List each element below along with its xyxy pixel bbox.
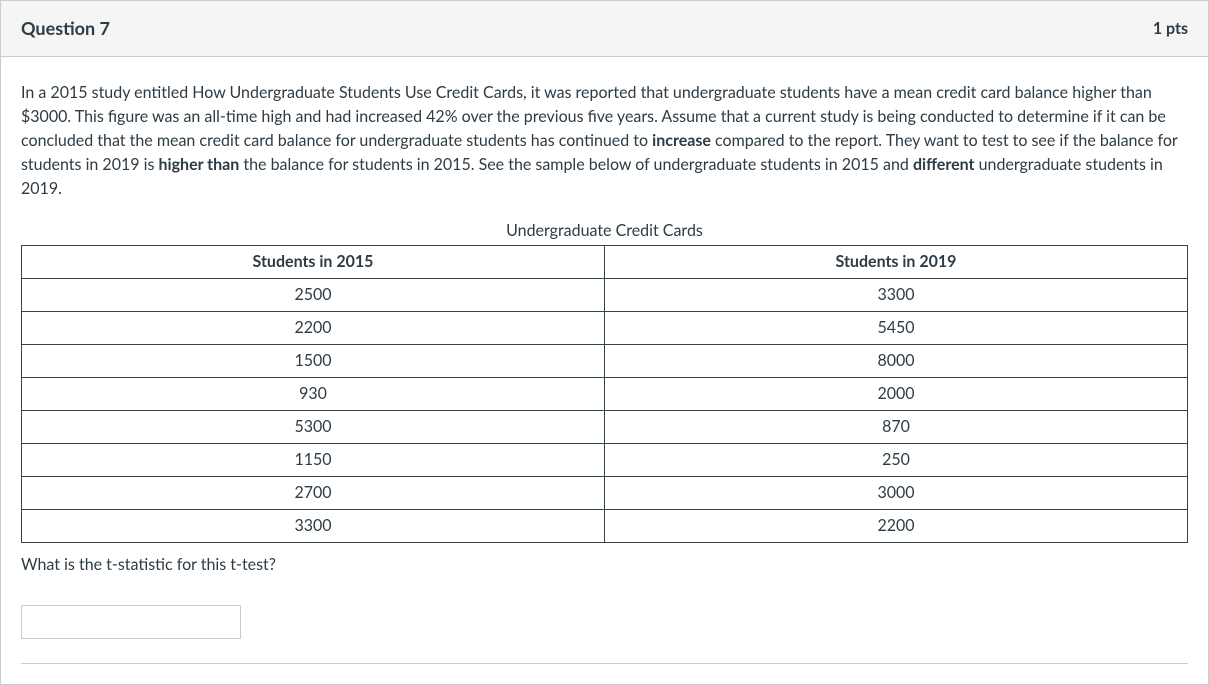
table-cell: 1500 (22, 345, 605, 378)
table-cell: 3300 (605, 279, 1188, 312)
table-row: 930 2000 (22, 378, 1188, 411)
table-row: 1150 250 (22, 444, 1188, 477)
table-row: 2700 3000 (22, 477, 1188, 510)
followup-question: What is the t-statistic for this t-test? (21, 553, 1188, 577)
table-cell: 5300 (22, 411, 605, 444)
table-cell: 2700 (22, 477, 605, 510)
table-cell: 2200 (22, 312, 605, 345)
answer-input[interactable] (21, 605, 241, 639)
table-row: 3300 2200 (22, 510, 1188, 543)
table-row: 5300 870 (22, 411, 1188, 444)
table-cell: 5450 (605, 312, 1188, 345)
question-text-mid2: the balance for students in 2015. See th… (239, 155, 913, 174)
table-row: 1500 8000 (22, 345, 1188, 378)
question-body: In a 2015 study entitled How Undergradua… (1, 57, 1208, 684)
table-caption: Undergraduate Credit Cards (21, 219, 1188, 243)
table-cell: 1150 (22, 444, 605, 477)
table-cell: 2500 (22, 279, 605, 312)
table-cell: 3300 (22, 510, 605, 543)
question-text-bold2: higher than (159, 155, 240, 174)
table-row: 2200 5450 (22, 312, 1188, 345)
table-header-col1: Students in 2015 (22, 246, 605, 279)
question-points: 1 pts (1153, 17, 1188, 41)
question-text-bold3: different (913, 155, 975, 174)
table-cell: 2000 (605, 378, 1188, 411)
question-container: Question 7 1 pts In a 2015 study entitle… (0, 0, 1209, 685)
question-header: Question 7 1 pts (1, 1, 1208, 57)
table-row: 2500 3300 (22, 279, 1188, 312)
table-cell: 930 (22, 378, 605, 411)
table-header-row: Students in 2015 Students in 2019 (22, 246, 1188, 279)
table-header-col2: Students in 2019 (605, 246, 1188, 279)
data-table: Students in 2015 Students in 2019 2500 3… (21, 245, 1188, 543)
table-cell: 870 (605, 411, 1188, 444)
table-cell: 2200 (605, 510, 1188, 543)
table-body: 2500 3300 2200 5450 1500 8000 930 2000 5… (22, 279, 1188, 543)
question-title: Question 7 (21, 15, 110, 42)
footer-divider (21, 663, 1188, 664)
question-text: In a 2015 study entitled How Undergradua… (21, 81, 1188, 201)
table-cell: 8000 (605, 345, 1188, 378)
table-cell: 250 (605, 444, 1188, 477)
question-text-bold1: increase (652, 131, 711, 150)
table-cell: 3000 (605, 477, 1188, 510)
